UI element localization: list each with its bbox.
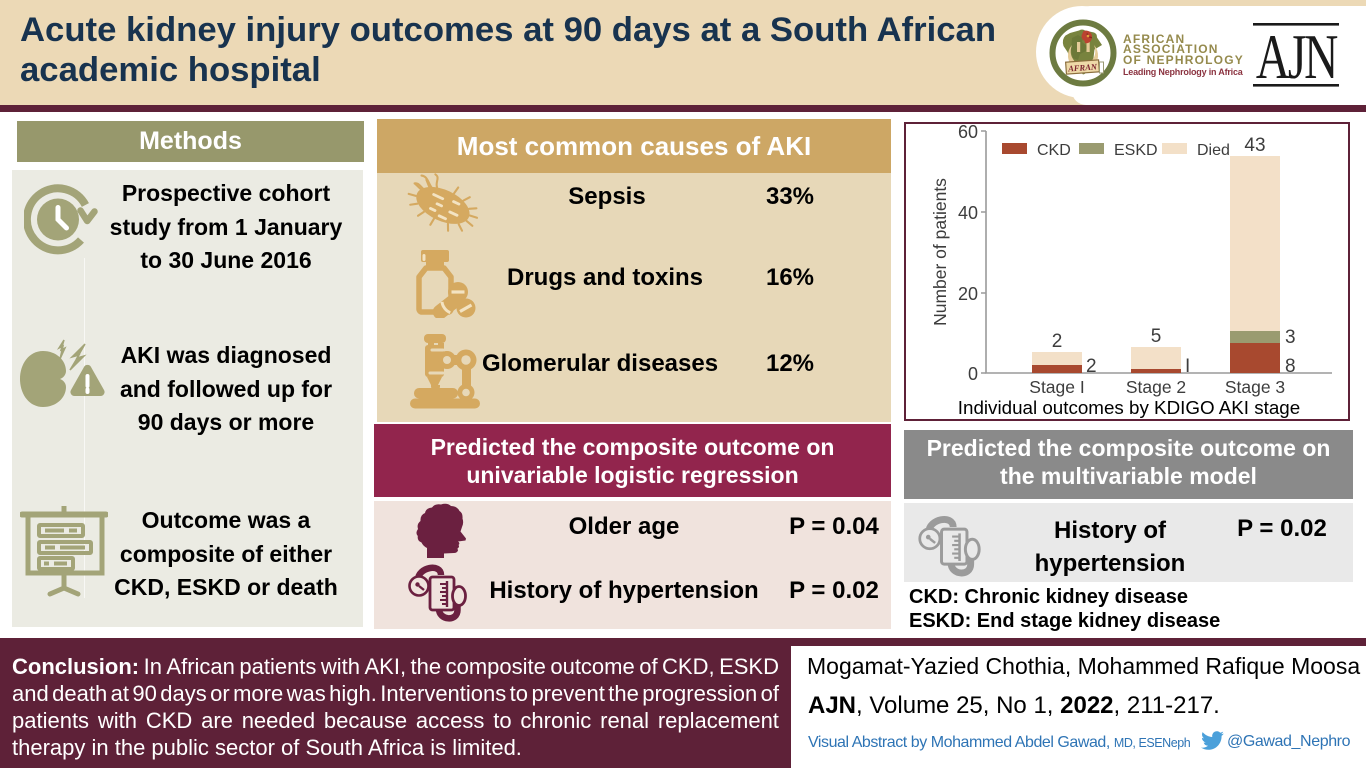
svg-text:Died: Died — [1197, 142, 1230, 159]
svg-text:40: 40 — [958, 203, 978, 223]
svg-text:CKD: CKD — [1037, 142, 1071, 159]
svg-text:Stage 2: Stage 2 — [1126, 377, 1186, 397]
svg-text:Stage 3: Stage 3 — [1225, 377, 1285, 397]
svg-text:Stage I: Stage I — [1029, 377, 1084, 397]
svg-text:AFRAN: AFRAN — [1067, 61, 1098, 73]
svg-text:5: 5 — [1151, 326, 1162, 347]
svg-text:ESKD: ESKD — [1114, 142, 1158, 159]
svg-text:AJN: AJN — [1256, 22, 1338, 90]
svg-text:20: 20 — [958, 284, 978, 304]
svg-text:I: I — [1185, 356, 1190, 377]
svg-text:43: 43 — [1244, 135, 1265, 156]
svg-text:2: 2 — [1086, 356, 1097, 377]
svg-text:8: 8 — [1285, 356, 1296, 377]
svg-text:Individual outcomes by KDIGO A: Individual outcomes by KDIGO AKI stage — [958, 397, 1300, 418]
svg-text:60: 60 — [958, 124, 978, 142]
svg-text:0: 0 — [968, 364, 978, 384]
svg-text:3: 3 — [1285, 327, 1296, 348]
svg-text:2: 2 — [1052, 331, 1063, 352]
svg-text:Number of patients: Number of patients — [930, 178, 950, 326]
